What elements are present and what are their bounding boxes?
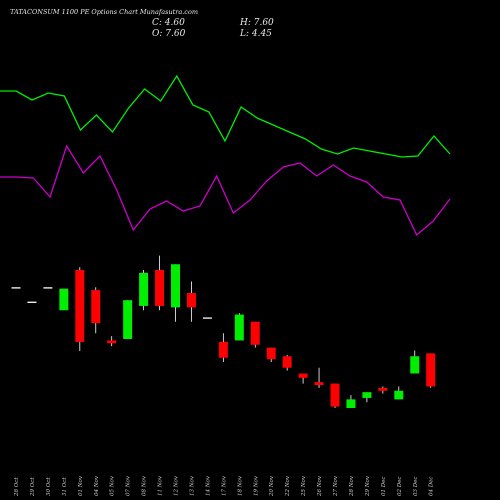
candle-body (155, 270, 165, 306)
candle (43, 287, 53, 289)
candle (123, 300, 133, 339)
x-tick-label: 28 Oct (14, 477, 20, 497)
low-readout: L: 4.45 (239, 29, 272, 39)
candle (139, 270, 149, 311)
x-tick-label: 27 Nov (333, 475, 339, 497)
x-tick-label: 22 Nov (285, 475, 291, 497)
candle (394, 386, 404, 400)
candle-body (298, 373, 308, 378)
candle-body (171, 264, 180, 308)
candle (155, 255, 165, 311)
x-tick-label: 13 Nov (189, 475, 195, 496)
x-tick-label: 05 Nov (110, 475, 116, 496)
candle-body (91, 290, 101, 324)
x-tick-label: 07 Nov (126, 475, 132, 496)
candle-body (266, 347, 276, 360)
x-tick-label: 04 Dec (429, 477, 435, 497)
candle (410, 350, 420, 374)
x-tick-label: 17 Nov (221, 475, 227, 496)
candle-body (378, 387, 388, 391)
candle-body (75, 270, 85, 342)
candle (298, 373, 308, 384)
candle (266, 347, 276, 362)
candle (362, 392, 372, 403)
candle-body (330, 383, 340, 407)
x-tick-label: 28 Nov (349, 475, 355, 497)
candle (314, 367, 324, 388)
candle-body (282, 356, 292, 368)
candle-body (346, 399, 356, 408)
candle-body (218, 341, 228, 358)
candle-body (202, 317, 212, 319)
candle-body (234, 314, 244, 341)
x-tick-label: 04 Nov (94, 475, 100, 496)
x-tick-label: 19 Nov (253, 475, 259, 496)
candle (11, 287, 21, 289)
x-tick-label: 31 Oct (62, 477, 68, 496)
candle-body (107, 340, 117, 344)
x-tick-label: 25 Nov (301, 475, 307, 497)
candle-body (410, 356, 420, 374)
candles (11, 255, 436, 408)
overlay-lines (0, 74, 451, 237)
candle (426, 353, 436, 388)
candle (346, 395, 356, 408)
candle (282, 354, 292, 371)
overlay-line-1 (0, 74, 451, 158)
candle (171, 264, 180, 322)
candle (330, 383, 340, 408)
candle-body (186, 293, 196, 308)
candle (234, 313, 244, 341)
x-tick-label: 02 Dec (397, 477, 403, 497)
x-tick-label: 01 Nov (78, 475, 84, 496)
candle (107, 336, 117, 347)
candle (59, 288, 69, 311)
x-tick-label: 20 Nov (269, 475, 275, 497)
candle (91, 287, 101, 334)
candle-body (426, 353, 436, 387)
x-tick-label: 26 Nov (317, 475, 323, 497)
x-tick-label: 18 Nov (237, 475, 243, 496)
candle-body (59, 288, 69, 311)
x-tick-label: 11 Nov (158, 475, 164, 496)
candle (218, 333, 228, 362)
candle-body (250, 321, 260, 345)
candle-body (362, 392, 372, 398)
candle (250, 321, 260, 348)
x-tick-label: 29 Nov (365, 475, 371, 497)
high-readout: H: 7.60 (239, 18, 274, 28)
candle (202, 317, 212, 319)
candle (75, 267, 85, 352)
close-readout: C: 4.60 (152, 18, 185, 28)
x-tick-label: 12 Nov (174, 475, 180, 496)
open-readout: O: 7.60 (152, 29, 186, 39)
candle-body (43, 287, 53, 289)
candle (186, 281, 196, 322)
x-tick-label: 08 Nov (142, 475, 148, 496)
candle-body (11, 287, 21, 289)
x-tick-label: 29 Oct (30, 477, 36, 497)
candle-body (394, 390, 404, 400)
candle (378, 386, 388, 394)
candle-body (314, 382, 324, 385)
x-tick-label: 14 Nov (205, 475, 211, 496)
x-tick-label: 03 Dec (413, 477, 419, 497)
chart-title: TATACONSUM 1100 PE Options Chart Munafas… (10, 8, 198, 16)
candle-body (139, 272, 149, 306)
x-tick-label: 30 Oct (46, 477, 52, 496)
candle-body (123, 300, 133, 339)
candle (27, 301, 37, 303)
candle-body (27, 301, 37, 303)
overlay-line-2 (0, 144, 451, 237)
x-axis: 28 Oct 29 Oct 30 Oct 31 Oct 01 Nov 04 Nov 05 N… (14, 475, 435, 497)
x-tick-label: 01 Dec (381, 477, 387, 497)
